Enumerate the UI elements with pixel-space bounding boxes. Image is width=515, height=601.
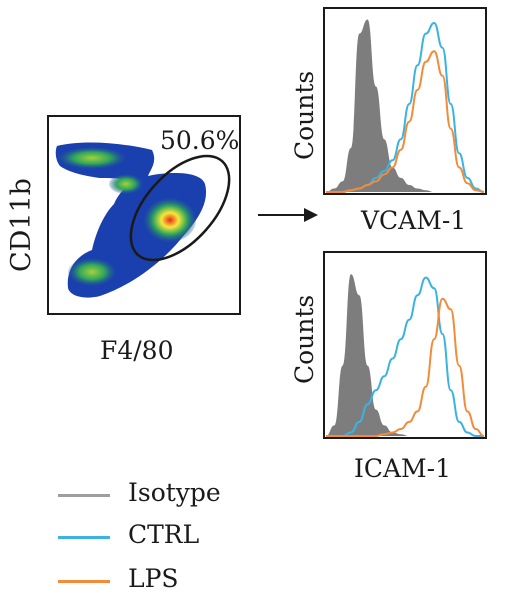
legend-label-lps: LPS (128, 564, 179, 593)
gate-ellipse (129, 154, 231, 262)
histogram-series-lps (325, 50, 485, 193)
histogram-frame (323, 7, 487, 195)
legend-item-ctrl: CTRL (58, 520, 288, 556)
density-blob-bottom (68, 258, 116, 286)
gate-percent: 50.6% (160, 126, 240, 155)
legend-swatch-ctrl (58, 536, 110, 539)
dotplot-x-label: F4/80 (100, 336, 174, 365)
histogram-series-isotype (326, 274, 484, 436)
legend-item-isotype: Isotype (58, 478, 288, 514)
legend-swatch-isotype (58, 494, 110, 497)
vcam-x-label: VCAM-1 (361, 206, 467, 235)
legend-label-isotype: Isotype (128, 478, 221, 507)
legend-item-lps: LPS (58, 564, 288, 600)
density-blob-upper-right (109, 174, 143, 194)
arrow-head (304, 208, 318, 222)
histogram-series-isotype (326, 19, 484, 192)
density-blob-hot (144, 198, 196, 242)
legend-label-ctrl: CTRL (128, 520, 200, 549)
histogram-series-ctrl (326, 276, 484, 437)
legend-swatch-lps (58, 580, 110, 583)
density-blob-top (58, 147, 126, 169)
histogram-series-lps (326, 297, 485, 437)
icam-x-label: ICAM-1 (354, 454, 452, 483)
